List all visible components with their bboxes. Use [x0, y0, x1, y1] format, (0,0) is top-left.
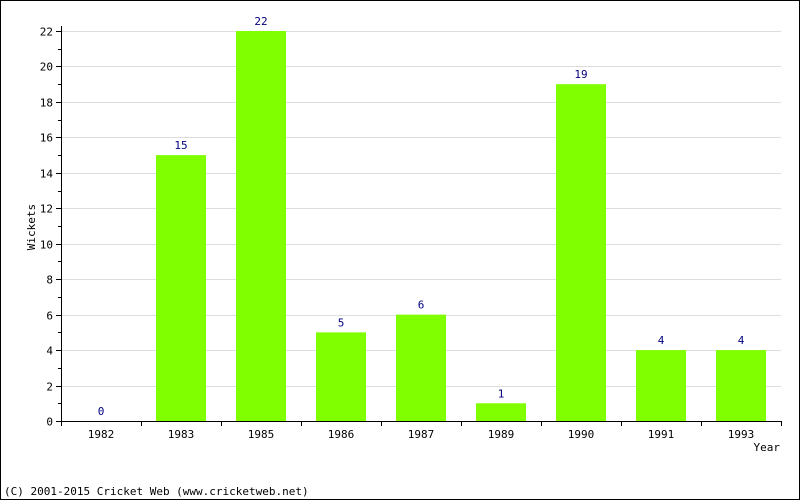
bars [156, 31, 766, 421]
x-tick-label: 1990 [568, 428, 595, 441]
y-tick-label: 0 [46, 416, 53, 429]
data-label: 4 [738, 334, 745, 347]
data-label: 19 [574, 68, 587, 81]
bar-1991 [636, 350, 686, 421]
data-label: 0 [98, 405, 105, 418]
data-label: 15 [174, 139, 187, 152]
bar-1986 [316, 332, 366, 421]
x-tick-label: 1993 [728, 428, 755, 441]
y-tick-label: 4 [46, 345, 53, 358]
x-tick-label: 1982 [88, 428, 115, 441]
y-tick-label: 8 [46, 274, 53, 287]
bar-1993 [716, 350, 766, 421]
x-tick-label: 1987 [408, 428, 435, 441]
y-tick-label: 6 [46, 310, 53, 323]
x-tick-label: 1983 [168, 428, 195, 441]
y-tick-label: 14 [40, 168, 54, 181]
bar-1987 [396, 314, 446, 421]
footer-copyright: (C) 2001-2015 Cricket Web (www.cricketwe… [4, 485, 309, 498]
y-axis-title: Wickets [25, 204, 38, 250]
y-ticks: 0 2 4 6 8 10 12 14 16 18 20 22 [40, 26, 61, 429]
data-label: 1 [498, 387, 505, 400]
y-tick-label: 20 [40, 61, 53, 74]
y-tick-label: 12 [40, 203, 53, 216]
y-tick-label: 16 [40, 132, 53, 145]
x-tick-label: 1989 [488, 428, 515, 441]
data-label: 22 [254, 15, 267, 28]
data-labels: 0 15 22 5 6 1 19 4 4 [98, 15, 745, 418]
x-tick-label: 1985 [248, 428, 275, 441]
y-tick-label: 18 [40, 97, 53, 110]
bar-1989 [476, 403, 526, 421]
data-label: 5 [338, 316, 345, 329]
x-tick-label: 1991 [648, 428, 675, 441]
bar-1990 [556, 84, 606, 421]
y-tick-label: 10 [40, 239, 53, 252]
y-tick-label: 22 [40, 26, 53, 39]
bar-1983 [156, 155, 206, 421]
bar-1985 [236, 31, 286, 421]
y-tick-label: 2 [46, 381, 53, 394]
data-label: 4 [658, 334, 665, 347]
x-tick-label: 1986 [328, 428, 355, 441]
data-label: 6 [418, 299, 425, 312]
axes [61, 26, 781, 422]
x-axis-title: Year [754, 441, 781, 454]
x-ticks: 1982 1983 1985 1986 1987 1989 1990 1991 1993 [61, 421, 782, 441]
